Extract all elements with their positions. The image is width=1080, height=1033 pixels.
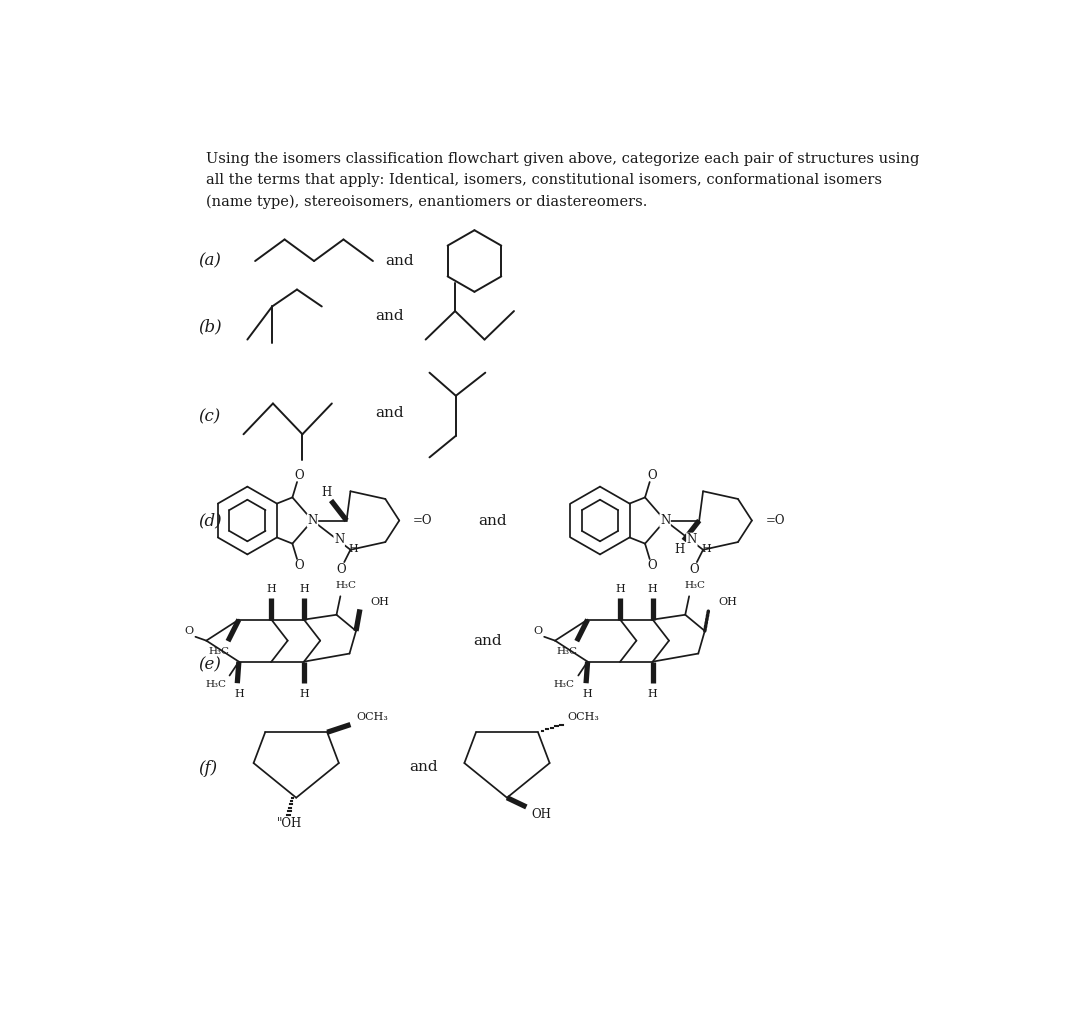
Text: "OH: "OH bbox=[276, 817, 301, 831]
Text: and: and bbox=[473, 633, 502, 648]
Text: H: H bbox=[299, 584, 309, 594]
Text: (b): (b) bbox=[199, 318, 222, 335]
Text: O: O bbox=[336, 563, 346, 576]
Text: and: and bbox=[375, 310, 404, 323]
Text: H₃C: H₃C bbox=[208, 648, 229, 656]
Text: H: H bbox=[234, 689, 244, 699]
Text: OH: OH bbox=[531, 808, 551, 821]
Text: (a): (a) bbox=[199, 252, 221, 270]
Text: OCH₃: OCH₃ bbox=[567, 712, 599, 722]
Text: H: H bbox=[322, 487, 332, 499]
Text: and: and bbox=[478, 513, 508, 528]
Text: H₃C: H₃C bbox=[205, 681, 226, 689]
Text: (c): (c) bbox=[199, 408, 220, 425]
Text: O: O bbox=[295, 560, 305, 572]
Text: N: N bbox=[687, 533, 697, 546]
Text: H₃C: H₃C bbox=[557, 648, 578, 656]
Text: (d): (d) bbox=[199, 512, 222, 529]
Text: O: O bbox=[689, 563, 699, 576]
Text: H: H bbox=[348, 544, 359, 554]
Text: O: O bbox=[647, 560, 657, 572]
Text: N: N bbox=[660, 514, 671, 527]
Text: O: O bbox=[185, 626, 193, 635]
Text: O: O bbox=[295, 469, 305, 481]
Text: OH: OH bbox=[718, 597, 738, 606]
Text: O: O bbox=[647, 469, 657, 481]
Text: H: H bbox=[583, 689, 593, 699]
Text: N: N bbox=[334, 533, 345, 546]
Text: H: H bbox=[267, 584, 276, 594]
Text: N: N bbox=[308, 514, 318, 527]
Text: and: and bbox=[375, 406, 404, 419]
Text: O: O bbox=[534, 626, 542, 635]
Text: OCH₃: OCH₃ bbox=[356, 712, 389, 722]
Text: (e): (e) bbox=[199, 657, 221, 674]
Text: =O: =O bbox=[766, 514, 785, 527]
Text: OH: OH bbox=[370, 597, 389, 606]
Text: Using the isomers classification flowchart given above, categorize each pair of : Using the isomers classification flowcha… bbox=[206, 152, 920, 209]
Text: H₃C: H₃C bbox=[554, 681, 575, 689]
Text: H: H bbox=[701, 544, 711, 554]
Text: and: and bbox=[409, 760, 437, 774]
Text: H: H bbox=[648, 584, 658, 594]
Text: H: H bbox=[648, 689, 658, 699]
Text: =O: =O bbox=[414, 514, 433, 527]
Text: H₃C: H₃C bbox=[335, 581, 356, 590]
Text: H₃C: H₃C bbox=[684, 581, 705, 590]
Text: H: H bbox=[616, 584, 625, 594]
Text: and: and bbox=[386, 254, 415, 268]
Text: (f): (f) bbox=[199, 760, 218, 777]
Text: H: H bbox=[674, 543, 684, 556]
Text: H: H bbox=[299, 689, 309, 699]
